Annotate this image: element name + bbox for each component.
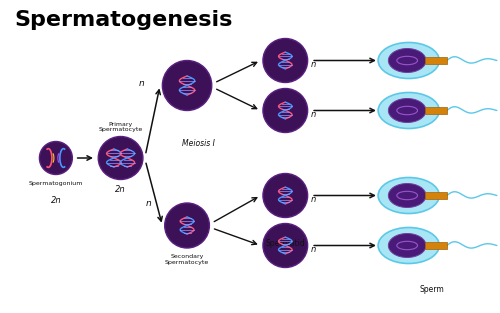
- Text: n: n: [311, 110, 316, 119]
- Text: Sperm: Sperm: [420, 285, 444, 294]
- Text: n: n: [139, 79, 144, 88]
- Ellipse shape: [162, 60, 212, 110]
- Text: n: n: [311, 245, 316, 254]
- Text: Secondary
Spermatocyte: Secondary Spermatocyte: [165, 254, 209, 265]
- Text: n: n: [311, 195, 316, 204]
- Ellipse shape: [164, 203, 210, 248]
- Bar: [424, 242, 447, 249]
- Ellipse shape: [40, 141, 72, 175]
- Bar: [424, 57, 447, 64]
- Ellipse shape: [378, 177, 440, 213]
- Bar: [424, 107, 447, 114]
- Ellipse shape: [263, 173, 308, 218]
- Text: 2n: 2n: [50, 196, 61, 205]
- Ellipse shape: [388, 49, 426, 73]
- Text: Meiosis I: Meiosis I: [182, 138, 215, 147]
- Text: Spermatid: Spermatid: [266, 239, 305, 248]
- Text: Spermatogenesis: Spermatogenesis: [14, 11, 233, 30]
- Text: n: n: [146, 198, 152, 208]
- Text: Spermatogonium: Spermatogonium: [28, 182, 83, 187]
- Ellipse shape: [263, 89, 308, 132]
- Ellipse shape: [98, 136, 143, 179]
- Ellipse shape: [378, 93, 440, 129]
- Ellipse shape: [388, 233, 426, 258]
- Text: 2n: 2n: [116, 184, 126, 193]
- Bar: [424, 192, 447, 199]
- Ellipse shape: [388, 183, 426, 208]
- Ellipse shape: [263, 223, 308, 268]
- Text: n: n: [311, 60, 316, 69]
- Ellipse shape: [378, 43, 440, 79]
- Text: Primary
Spermatocyte: Primary Spermatocyte: [98, 122, 142, 132]
- Ellipse shape: [263, 38, 308, 83]
- Ellipse shape: [388, 99, 426, 122]
- Ellipse shape: [378, 228, 440, 264]
